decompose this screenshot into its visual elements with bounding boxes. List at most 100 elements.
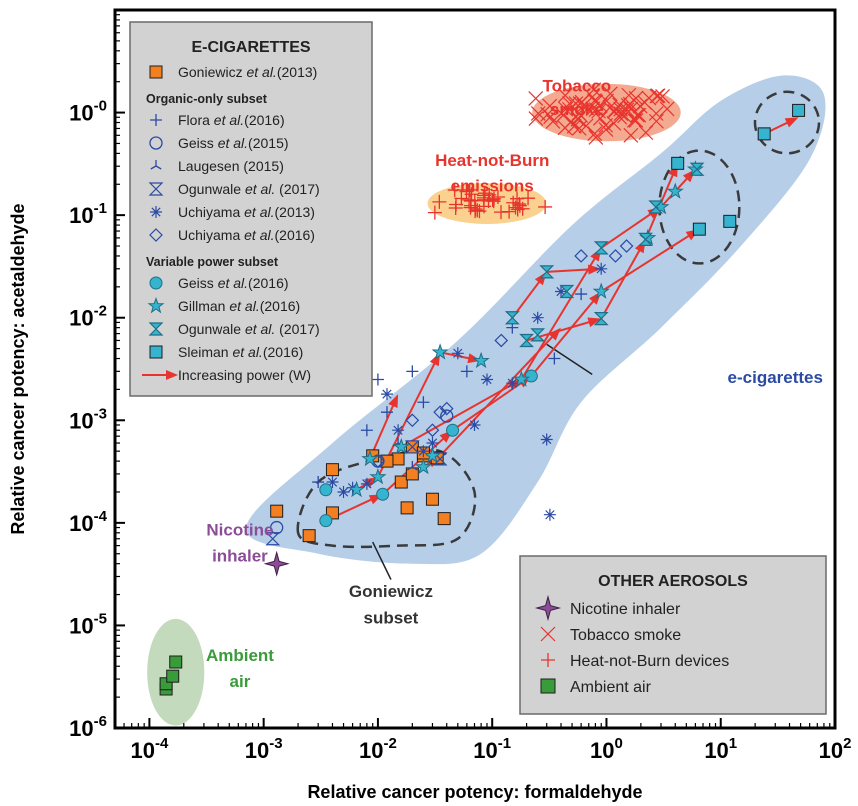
point	[391, 452, 405, 466]
marker-shape	[572, 96, 588, 112]
point	[543, 508, 556, 521]
point	[437, 512, 451, 526]
marker-shape	[648, 106, 664, 121]
point	[631, 107, 647, 123]
point	[494, 333, 509, 348]
marker-shape	[166, 669, 180, 683]
point	[528, 111, 544, 126]
arrow-line	[530, 297, 597, 377]
point	[757, 127, 771, 141]
point	[619, 239, 634, 253]
point	[608, 249, 623, 263]
marker-shape	[462, 192, 477, 207]
arrow-head	[587, 317, 602, 328]
point	[414, 458, 432, 475]
marker-shape	[602, 86, 618, 102]
legend-marker	[150, 114, 162, 126]
marker-shape	[592, 110, 608, 126]
point	[463, 193, 478, 208]
legend-label: Geiss et al.(2015)	[178, 135, 289, 151]
point	[510, 191, 525, 206]
point	[659, 101, 675, 117]
marker-shape	[528, 111, 544, 126]
arrow-head	[548, 327, 561, 341]
arrow-head	[388, 394, 399, 408]
x-axis-label: Relative cancer potency: formaldehyde	[307, 782, 642, 802]
marker-shape	[459, 184, 474, 199]
point	[476, 190, 491, 205]
y-tick-label: 10-6	[69, 713, 107, 741]
point	[360, 477, 373, 490]
marker-shape	[692, 222, 706, 236]
marker-shape	[540, 626, 556, 642]
series-uchiyama-et-al-2016	[371, 239, 634, 468]
legend-label: Flora et al.(2016)	[178, 112, 285, 128]
marker-shape	[623, 127, 639, 143]
marker-shape	[606, 115, 622, 131]
marker-shape	[628, 112, 644, 128]
point	[648, 200, 664, 214]
annotations-layer: Tobacco smoke Heat-not-Burn emissions e-ciga…	[206, 77, 823, 692]
arrow-line	[546, 268, 593, 273]
legend-marker	[149, 136, 163, 150]
point	[433, 405, 447, 420]
marker-shape	[376, 487, 390, 501]
annotation-smoke: smoke	[550, 100, 604, 119]
marker-shape	[149, 345, 163, 359]
legend-ecig-box	[129, 21, 373, 397]
marker-shape	[423, 446, 442, 464]
legend-label: Ogunwale et al. (2017)	[178, 321, 320, 337]
legend-label: Heat-not-Burn devices	[570, 653, 729, 670]
legend-label: Nicotine inhaler	[570, 601, 681, 618]
marker-shape	[360, 477, 373, 490]
x-tick-label: 10-3	[245, 735, 283, 763]
legend-marker	[534, 594, 562, 622]
marker-shape	[592, 282, 610, 299]
point	[723, 214, 737, 228]
point	[169, 655, 183, 669]
point	[482, 187, 497, 202]
point	[623, 127, 639, 143]
point	[325, 463, 339, 477]
legend-ecig-entry: Laugesen (2015)	[150, 158, 284, 174]
point	[494, 205, 509, 220]
marker-shape	[515, 201, 530, 216]
marker-shape	[659, 101, 675, 117]
legend-marker	[150, 206, 162, 218]
point	[446, 423, 460, 437]
series-tobacco-smoke	[528, 82, 675, 145]
point	[432, 194, 447, 209]
point	[371, 373, 384, 386]
point	[394, 475, 408, 489]
marker-shape	[391, 452, 405, 466]
point	[426, 437, 439, 449]
dashed-high-power-ring-2	[753, 90, 821, 155]
marker-shape	[792, 103, 806, 117]
x-tick-label: 100	[590, 735, 623, 763]
power-arrows-layer	[325, 117, 799, 522]
point	[481, 373, 493, 386]
marker-shape	[506, 377, 519, 390]
legend-marker	[148, 182, 164, 196]
legend-ecig-entry: Goniewicz et al.(2013)	[149, 64, 317, 80]
marker-shape	[671, 156, 685, 170]
marker-shape	[619, 239, 634, 253]
arrow-line	[600, 233, 693, 293]
x-tick-label: 101	[704, 735, 737, 763]
point	[376, 487, 390, 501]
marker-shape	[541, 653, 555, 667]
marker-shape	[545, 114, 561, 129]
marker-shape	[337, 486, 350, 498]
point	[425, 423, 440, 438]
marker-shape	[540, 433, 553, 446]
marker-shape	[510, 191, 525, 206]
marker-shape	[149, 276, 163, 290]
marker-shape	[689, 162, 705, 176]
marker-shape	[587, 126, 603, 142]
point	[539, 265, 555, 279]
marker-shape	[481, 373, 493, 386]
marker-shape	[369, 467, 387, 485]
marker-shape	[534, 594, 562, 622]
legend-other-entry: Heat-not-Burn devices	[541, 653, 729, 670]
marker-shape	[530, 328, 546, 342]
